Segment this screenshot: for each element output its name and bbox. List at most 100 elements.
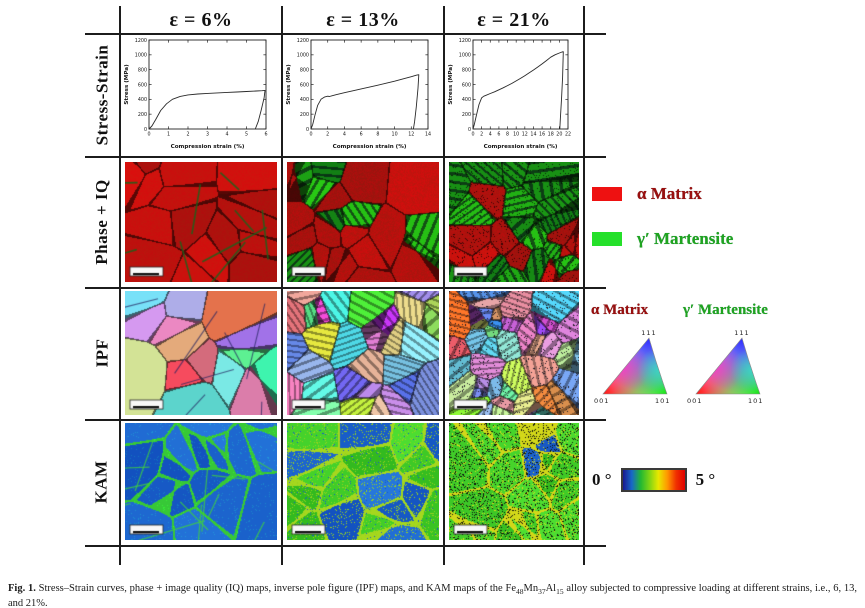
ipf-legend: α Matrix γ′ Martensite [585,302,860,412]
kam-map-strain13 [287,423,439,540]
row-label-text: KAM [92,460,112,504]
svg-text:0: 0 [306,127,309,133]
svg-text:12: 12 [522,132,528,138]
y-axis-label: Stress (MPa) [286,64,292,105]
stress-strain-curve [310,74,420,130]
stress-strain-chart: 0 2 4 6 8 10 12 14 16 18 20 22020040060080010001200… [448,38,571,150]
gamma-martensite-label: γ′ Martensite [637,229,734,248]
svg-text:0: 0 [309,132,312,138]
svg-text:6: 6 [264,132,267,138]
phase-iq-map-strain13 [287,162,439,282]
gamma-martensite-swatch [592,232,622,246]
grid-line-vertical [443,6,445,565]
x-axis-label: Compression strain (%) [484,144,558,150]
column-header-strain-21: ε = 21% [477,8,551,31]
svg-text:400: 400 [462,97,471,103]
phase-iq-map-strain21 [449,162,579,282]
kam-colorbar [620,468,687,492]
ipf-map-strain21 [449,291,579,415]
ipf-corner-111: 111 [734,329,749,337]
svg-text:400: 400 [300,97,309,103]
row-label-ipf: IPF [86,288,118,418]
ipf-corner-001: 001 [687,397,702,405]
svg-text:4: 4 [489,132,492,138]
ipf-color-triangle-alpha: 111 001 101 [594,329,670,405]
svg-text:1200: 1200 [459,38,471,44]
ipf-alpha-matrix-label: α Matrix [591,302,649,318]
ipf-triangle-fill [603,338,667,394]
stress-strain-curve [472,51,564,130]
svg-text:20: 20 [556,132,562,138]
svg-text:10: 10 [392,132,398,138]
kam-map-strain6 [125,423,277,540]
y-axis: 0 200 400 600 800 1000 1200 [135,38,266,133]
figure-caption: Fig. 1. Stress–Strain curves, phase + im… [8,582,857,608]
svg-text:800: 800 [462,67,471,73]
svg-text:1000: 1000 [459,53,471,59]
svg-text:22: 22 [565,132,571,138]
svg-text:5: 5 [245,132,248,138]
svg-text:1: 1 [167,132,170,138]
column-header-strain-13: ε = 13% [326,8,400,31]
y-axis-label: Stress (MPa) [448,64,454,105]
grid-line-vertical [119,6,121,565]
kam-min-label: 0 ° [592,470,612,489]
svg-text:6: 6 [360,132,363,138]
svg-text:0: 0 [147,132,150,138]
stress-strain-chart: 0 1 2 3 4 5 6 0 200 400 600 800 1000 1200 Compression … [124,38,268,150]
svg-text:8: 8 [506,132,509,138]
svg-text:16: 16 [539,132,545,138]
x-axis-label: Compression strain (%) [333,144,407,150]
svg-text:600: 600 [138,82,147,88]
caption-body: Stress–Strain curves, phase + image qual… [8,582,858,608]
phase-legend: α Matrix γ′ Martensite [592,184,862,275]
alpha-matrix-label: α Matrix [637,184,702,203]
row-label-kam: KAM [86,420,118,544]
ipf-gamma-martensite-label: γ′ Martensite [683,302,768,318]
svg-text:200: 200 [300,112,309,118]
svg-text:3: 3 [206,132,209,138]
svg-text:6: 6 [497,132,500,138]
svg-text:0: 0 [471,132,474,138]
svg-text:2: 2 [326,132,329,138]
kam-legend: 0 ° 5 ° [592,468,715,492]
phase-iq-map-strain6 [125,162,277,282]
svg-text:600: 600 [462,82,471,88]
row-label-phase-iq: Phase + IQ [86,157,118,286]
x-axis: 0 1 2 3 4 5 6 [147,40,268,138]
grid-line-horizontal [85,33,606,35]
svg-text:4: 4 [225,132,228,138]
ipf-corner-001: 001 [594,397,609,405]
ipf-triangle-fill [696,338,760,394]
x-axis: 0 2 4 6 8 10 12 14 [309,40,431,138]
svg-text:14: 14 [530,132,536,138]
grid-line-vertical [583,6,585,565]
svg-text:200: 200 [138,112,147,118]
y-axis-label: Stress (MPa) [124,64,130,105]
ipf-map-strain13 [287,291,439,415]
svg-text:0: 0 [144,127,147,133]
svg-text:1200: 1200 [297,38,309,44]
alpha-matrix-swatch [592,187,622,201]
svg-text:12: 12 [408,132,414,138]
svg-text:10: 10 [513,132,519,138]
svg-text:18: 18 [548,132,554,138]
svg-text:800: 800 [300,67,309,73]
grid-line-horizontal [85,156,606,158]
svg-text:4: 4 [343,132,346,138]
ipf-map-strain6 [125,291,277,415]
column-header-strain-6: ε = 6% [169,8,233,31]
phase-legend-alpha-row: α Matrix [592,184,862,203]
stress-strain-plot-strain6: 0 1 2 3 4 5 6 0 200 400 600 800 1000 1200 Compression … [119,34,281,155]
ipf-corner-101: 101 [655,397,670,405]
svg-text:1200: 1200 [135,38,147,44]
stress-strain-plot-strain13: 0 2 4 6 8 10 12 14 0 200 400 600 800 1000 1200 Compress… [281,34,443,155]
svg-text:600: 600 [300,82,309,88]
stress-strain-chart: 0 2 4 6 8 10 12 14 0 200 400 600 800 1000 1200 Compress… [286,38,431,150]
svg-text:1000: 1000 [297,53,309,59]
svg-text:200: 200 [462,112,471,118]
row-label-text: IPF [91,338,111,368]
row-label-stress-strain: Stress-Strain [86,34,118,155]
stress-strain-curve [148,89,266,130]
kam-max-label: 5 ° [695,470,716,489]
